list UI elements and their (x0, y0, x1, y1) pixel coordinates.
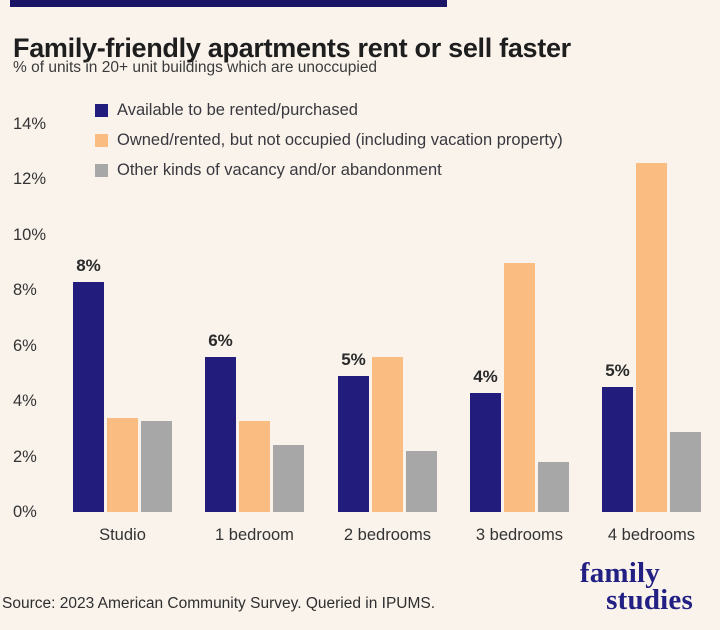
source-note: Source: 2023 American Community Survey. … (2, 595, 436, 612)
y-axis-tick-label: 12% (13, 170, 47, 189)
chart-legend: Available to be rented/purchased Owned/r… (95, 98, 563, 188)
bar-series-2 (670, 432, 701, 512)
y-axis-tick-label: 6% (13, 336, 37, 355)
bar-group-studio (73, 112, 172, 512)
legend-swatch-navy (95, 103, 108, 117)
y-axis-tick-label: 8% (13, 281, 37, 300)
bar-series-0 (470, 393, 501, 512)
x-axis-category-label: 2 bedrooms (343, 526, 432, 544)
legend-label: Owned/rented, but not occupied (includin… (117, 130, 563, 149)
bar-group-2-bedrooms (338, 112, 437, 512)
family-studies-logo: family studies (579, 557, 693, 616)
bar-series-2 (406, 451, 437, 512)
y-axis-tick-label: 2% (13, 447, 37, 466)
chart-subtitle: % of units in 20+ unit buildings which a… (13, 59, 378, 76)
bar-series-0 (73, 282, 104, 512)
bar-value-label: 8% (76, 256, 101, 275)
bar-group-1-bedroom (205, 112, 304, 512)
bar-series-0 (602, 387, 633, 512)
bar-series-2 (141, 421, 172, 512)
x-axis-category-label: Studio (99, 526, 146, 544)
legend-item-available: Available to be rented/purchased (95, 98, 563, 122)
legend-swatch-gray (95, 163, 108, 177)
bar-group-3-bedrooms (470, 112, 569, 512)
y-axis-tick-label: 10% (13, 225, 47, 244)
bar-series-2 (273, 445, 304, 512)
bar-series-0 (338, 376, 369, 512)
x-axis-category-label: 1 bedroom (215, 526, 294, 544)
bar-value-label: 5% (605, 361, 630, 381)
top-accent-bar (10, 0, 447, 7)
bar-series-1 (504, 263, 535, 512)
y-axis-tick-label: 14% (13, 115, 47, 134)
logo-line-1: family (579, 557, 660, 589)
logo-line-2: studies (606, 584, 693, 616)
bar-series-0 (205, 357, 236, 512)
bar-series-1 (107, 418, 138, 512)
page-title: Family-friendly apartments rent or sell … (13, 33, 571, 64)
x-axis-category-label: 4 bedrooms (607, 526, 696, 544)
legend-item-owned-not-occupied: Owned/rented, but not occupied (includin… (95, 128, 563, 152)
bar-series-2 (538, 462, 569, 512)
legend-item-other-vacancy: Other kinds of vacancy and/or abandonmen… (95, 158, 563, 182)
chart-area: 0% 2% 4% 6% 8% 10% 12% 14% 8% Studio 6% 1 bedroom 5%… (0, 90, 720, 555)
bar-series-1 (372, 357, 403, 512)
bar-value-label: 4% (473, 366, 498, 386)
y-axis-tick-label: 0% (13, 503, 37, 521)
bar-value-label: 6% (208, 330, 233, 350)
bar-group-4-bedrooms (602, 112, 701, 512)
y-axis-tick-label: 4% (13, 392, 37, 411)
legend-label: Other kinds of vacancy and/or abandonmen… (117, 160, 442, 179)
bar-series-1 (239, 421, 270, 512)
legend-swatch-orange (95, 133, 108, 147)
bar-value-label: 5% (341, 350, 366, 370)
bar-series-1 (636, 163, 667, 512)
legend-label: Available to be rented/purchased (117, 100, 358, 119)
x-axis-category-label: 3 bedrooms (475, 526, 564, 544)
